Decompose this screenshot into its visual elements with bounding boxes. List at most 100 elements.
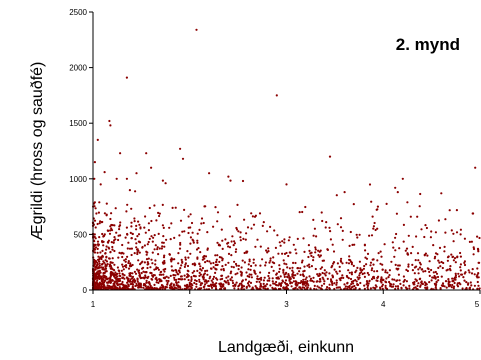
- data-point: [94, 285, 97, 288]
- data-point: [101, 281, 104, 284]
- data-point: [206, 269, 209, 272]
- data-point: [126, 255, 129, 258]
- data-point: [363, 264, 366, 268]
- data-point: [312, 218, 315, 221]
- data-point: [231, 281, 235, 285]
- data-point: [239, 231, 242, 234]
- data-point: [179, 286, 182, 289]
- data-point: [348, 255, 351, 258]
- data-point: [181, 157, 185, 160]
- data-point: [181, 260, 184, 263]
- data-point: [291, 275, 294, 278]
- data-point: [255, 286, 258, 289]
- data-point: [238, 284, 241, 287]
- data-point: [298, 211, 301, 214]
- data-point: [212, 261, 215, 265]
- data-point: [98, 269, 101, 272]
- data-point: [136, 280, 139, 283]
- data-point: [328, 287, 331, 290]
- data-point: [147, 222, 150, 225]
- data-point: [282, 268, 285, 271]
- data-point: [125, 264, 128, 267]
- data-point: [131, 280, 134, 283]
- data-point: [198, 287, 201, 290]
- data-point: [113, 269, 116, 272]
- data-point: [214, 268, 218, 271]
- data-point: [227, 281, 230, 284]
- data-point: [328, 272, 331, 275]
- data-point: [183, 287, 186, 290]
- data-point: [124, 258, 127, 261]
- data-point: [268, 277, 271, 280]
- data-point: [448, 209, 451, 212]
- data-point: [196, 269, 199, 272]
- data-point: [420, 282, 423, 285]
- data-point: [418, 261, 421, 264]
- data-point: [470, 284, 473, 287]
- data-point: [420, 228, 423, 231]
- data-point: [200, 217, 204, 220]
- data-point: [136, 235, 139, 238]
- data-point: [109, 281, 112, 284]
- data-point: [301, 259, 304, 262]
- data-point: [233, 260, 236, 263]
- data-point: [202, 278, 205, 281]
- data-point: [353, 243, 356, 246]
- data-point: [165, 238, 168, 241]
- data-point: [197, 247, 200, 250]
- data-point: [190, 275, 193, 279]
- data-point: [443, 285, 446, 288]
- data-point: [470, 272, 474, 275]
- data-point: [355, 233, 358, 236]
- data-point: [133, 270, 136, 273]
- data-point: [349, 277, 353, 281]
- data-point: [270, 265, 273, 268]
- data-point: [94, 259, 97, 262]
- data-point: [459, 263, 462, 266]
- data-point: [407, 265, 410, 268]
- data-point: [394, 249, 397, 252]
- data-point: [241, 280, 244, 283]
- data-point: [292, 274, 295, 277]
- data-point: [296, 283, 299, 286]
- data-point: [457, 272, 460, 275]
- data-point: [278, 267, 281, 270]
- data-point: [203, 280, 206, 283]
- data-point: [224, 238, 227, 241]
- data-point: [432, 244, 435, 247]
- data-point: [247, 263, 250, 266]
- data-point: [210, 285, 213, 288]
- data-point: [161, 241, 164, 244]
- data-point: [299, 267, 302, 270]
- data-point: [459, 269, 462, 272]
- data-point: [301, 283, 304, 286]
- data-point: [143, 226, 146, 229]
- data-point: [395, 212, 398, 215]
- data-point: [458, 281, 461, 285]
- data-point: [380, 255, 383, 258]
- data-point: [93, 277, 96, 280]
- data-point: [320, 266, 324, 269]
- data-point: [284, 272, 287, 276]
- data-point: [115, 231, 118, 234]
- data-point: [180, 275, 183, 278]
- data-point: [379, 280, 382, 283]
- data-point: [212, 275, 216, 278]
- data-point: [329, 230, 332, 233]
- data-point: [241, 286, 244, 289]
- data-point: [113, 239, 116, 242]
- data-point: [472, 253, 475, 256]
- data-point: [221, 247, 224, 250]
- data-point: [136, 268, 139, 271]
- data-point: [465, 286, 468, 290]
- data-point: [121, 265, 125, 268]
- data-point: [135, 284, 139, 287]
- data-point: [369, 264, 372, 267]
- data-point: [103, 271, 106, 274]
- data-point: [406, 269, 409, 273]
- data-point: [96, 222, 99, 226]
- data-point: [157, 268, 160, 271]
- data-point: [133, 252, 136, 255]
- data-point: [403, 278, 406, 282]
- data-point: [368, 279, 371, 282]
